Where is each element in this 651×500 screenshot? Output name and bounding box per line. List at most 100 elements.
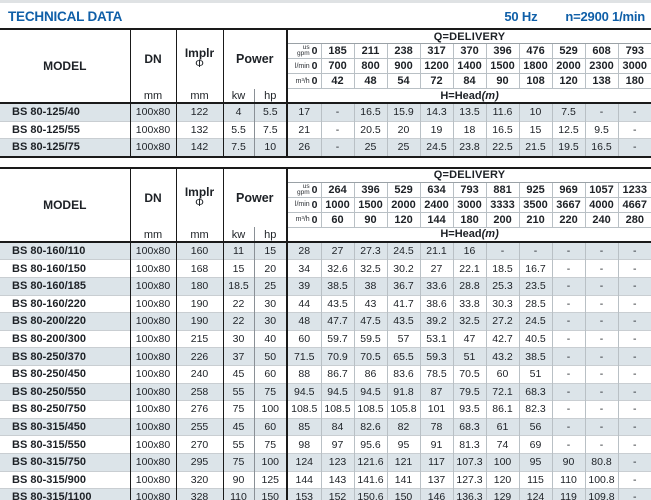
hp-cell: 75 <box>254 435 289 454</box>
impeller-cell: 160 <box>176 241 224 260</box>
dn-cell: 100x80 <box>130 259 177 278</box>
flow-value: 72 <box>420 73 454 89</box>
flow-value: 90 <box>486 73 520 89</box>
h-head-unit-label: (m) <box>481 228 499 241</box>
head-value-cell: - <box>585 347 619 366</box>
head-value-cell: 86.7 <box>321 365 355 384</box>
model-cell: BS 80-250/750 <box>0 400 131 419</box>
flow-value: 280 <box>618 212 651 228</box>
flow-value: 120 <box>387 212 421 228</box>
impeller-cell: 240 <box>176 365 224 384</box>
head-value-cell: - <box>633 438 637 451</box>
head-value-cell: 71.5 <box>287 347 322 366</box>
table-row: BS 80-250/550 100x80 258 55 75 94.5 94.5 94.5 91… <box>0 383 651 401</box>
head-value-cell: 23.5 <box>519 277 553 296</box>
flow-value: 84 <box>453 73 487 89</box>
head-value-cell: 33.8 <box>453 295 487 313</box>
flow-value: 925 <box>519 182 553 198</box>
head-value-cell: 10 <box>519 103 553 122</box>
dn-cell: 100x80 <box>130 365 177 384</box>
flow-value: 881 <box>486 182 520 198</box>
head-value-cell: - <box>552 277 586 296</box>
head-value-cell: 108.5 <box>354 400 388 419</box>
head-value-cell: 101 <box>420 400 454 419</box>
kw-cell: 11 <box>223 241 255 260</box>
head-value-cell: - <box>585 418 619 436</box>
head-value-cell: 28.8 <box>453 277 487 296</box>
power-header: Power <box>223 29 289 89</box>
head-value-cell: - <box>552 295 586 313</box>
head-value-cell: 59.7 <box>321 330 355 348</box>
table-row: BS 80-160/110 100x80 160 11 15 28 27 27.3 24.5 21… <box>0 241 651 260</box>
power-hp-unit: hp <box>254 88 289 103</box>
dn-cell: 100x80 <box>130 383 177 401</box>
head-value-cell: 95 <box>387 435 421 454</box>
flow-value: 1500 <box>354 197 388 213</box>
dn-cell: 100x80 <box>130 277 177 296</box>
head-value-cell: 51 <box>453 347 487 366</box>
impeller-cell: 255 <box>176 418 224 436</box>
flow-value: 608 <box>585 43 619 59</box>
head-value-cell: - <box>321 103 355 122</box>
kw-cell: 22 <box>223 312 255 331</box>
head-value-cell: 123 <box>321 453 355 471</box>
head-value-cell: - <box>633 368 637 381</box>
flow-value: 793 <box>453 182 487 198</box>
head-value-cell: - <box>552 435 586 454</box>
head-value-cell: 40.5 <box>519 330 553 348</box>
head-value-cell: 44 <box>287 295 322 313</box>
impeller-unit: mm <box>176 227 224 242</box>
hp-cell: 40 <box>254 330 289 348</box>
head-value-cell: 47.7 <box>321 312 355 331</box>
head-value-cell: - <box>585 435 619 454</box>
head-value-cell: 124 <box>287 453 322 471</box>
hp-cell: 5.5 <box>254 103 289 122</box>
model-header: MODEL <box>0 167 131 242</box>
head-value-cell: 13.5 <box>453 103 487 122</box>
head-value-cell: - <box>633 403 637 416</box>
kw-cell: 4 <box>223 103 255 122</box>
head-value-cell: 47.5 <box>354 312 388 331</box>
head-value-cell: 53.1 <box>420 330 454 348</box>
head-value-cell: - <box>552 418 586 436</box>
impeller-diameter-symbol: Φ <box>195 197 204 210</box>
flow-value: 793 <box>618 43 651 59</box>
head-value-cell: - <box>321 138 355 157</box>
flow-value: 1200 <box>420 58 454 74</box>
hp-cell: 50 <box>254 347 289 366</box>
table-row: BS 80-250/450 100x80 240 45 60 88 86.7 86 83.6 78… <box>0 365 651 384</box>
head-value-cell: 144 <box>287 471 322 489</box>
flow-value: 700 <box>321 58 355 74</box>
impeller-cell: 190 <box>176 312 224 331</box>
head-value-cell: - <box>633 491 637 500</box>
table-body: BS 80-125/40 100x80 122 4 5.5 17-16.5 15.9 14.3… <box>0 103 651 157</box>
hp-cell: 30 <box>254 312 289 331</box>
impeller-cell: 295 <box>176 453 224 471</box>
head-value-cell: 60 <box>287 330 322 348</box>
flow-value: 48 <box>354 73 388 89</box>
head-value-cell: 70.5 <box>453 365 487 384</box>
kw-cell: 55 <box>223 435 255 454</box>
head-value-cell: 24.5 <box>420 138 454 157</box>
head-value-cell: - <box>486 241 520 260</box>
model-cell: BS 80-160/220 <box>0 295 131 313</box>
head-value-cell: 141.6 <box>354 471 388 489</box>
head-value-cell: 24.5 <box>387 241 421 260</box>
frequency-speed-group: 50 Hz n=2900 1/min <box>504 9 645 24</box>
flow-value: 200 <box>486 212 520 228</box>
impeller-cell: 215 <box>176 330 224 348</box>
table-row: BS 80-315/450 100x80 255 45 60 85 84 82.6 82 78 68… <box>0 418 651 436</box>
head-value-cell: 115 <box>519 471 553 489</box>
table-row: BS 80-125/75 100x80 142 7.5 10 26-25 25 24.5 23.… <box>0 138 651 157</box>
flow-value: 4667 <box>618 197 651 213</box>
flow-value: 1400 <box>453 58 487 74</box>
head-value-cell: 39.2 <box>420 312 454 331</box>
head-value-cell: 20.5 <box>354 121 388 139</box>
head-value-cell: 74 <box>486 435 520 454</box>
spec-table-2: MODEL DN Implr Φ Power Q=DELIVERY us gpm 0 264 396… <box>0 166 651 500</box>
impeller-cell: 270 <box>176 435 224 454</box>
head-value-cell: 108.5 <box>287 400 322 419</box>
header-row-qdelivery: MODEL DN Implr Φ Power Q=DELIVERY <box>0 29 651 103</box>
head-value-cell: 56 <box>519 418 553 436</box>
head-value-cell: 70.5 <box>354 347 388 366</box>
